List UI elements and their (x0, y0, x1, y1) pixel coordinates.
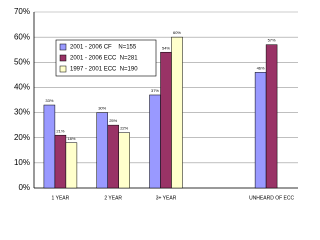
x-tick-label: 2 YEAR (104, 195, 122, 201)
y-tick-label: 20% (14, 133, 30, 142)
legend-label: 2001 - 2006 CF N=155 (70, 45, 137, 51)
value-label: 46% (257, 65, 265, 70)
bar (265, 44, 278, 189)
value-label: 30% (98, 106, 106, 111)
bar (118, 132, 130, 189)
value-label: 33% (45, 98, 53, 103)
bar (107, 124, 119, 189)
y-tick-label: 60% (14, 32, 30, 41)
legend-label: 1997 - 2001 ECC N=190 (70, 67, 138, 73)
y-tick-label: 0% (18, 183, 30, 192)
legend-box (55, 39, 157, 77)
y-tick-label: 10% (14, 158, 30, 167)
bar (160, 51, 172, 189)
x-tick-label: 3+ YEAR (156, 195, 177, 201)
bar (149, 94, 161, 189)
bar (43, 104, 56, 189)
bar (171, 36, 183, 189)
bar (65, 142, 78, 189)
y-tick-label: 50% (14, 57, 30, 66)
legend-swatch (59, 65, 67, 73)
bar (96, 112, 108, 189)
x-tick-label: UNHEARD OF ECC (249, 195, 294, 201)
value-label: 60% (173, 30, 181, 35)
value-label: 54% (162, 45, 170, 50)
bar (254, 72, 267, 189)
value-label: 57% (268, 38, 276, 43)
chart: 0% 10% 20% 30% 40% 50% 60% 70% 1 YEAR 33% 21%18% 2 … (14, 7, 298, 201)
bar (54, 134, 67, 189)
value-label: 25% (109, 118, 117, 123)
value-label: 22% (120, 126, 128, 131)
value-label: 21% (56, 128, 64, 133)
x-tick-label: 1 YEAR (52, 195, 70, 201)
y-tick-label: 70% (14, 7, 30, 16)
y-tick-label: 30% (14, 108, 30, 117)
legend-swatch (59, 54, 67, 62)
legend-swatch (59, 43, 67, 51)
legend-label: 2001 - 2006 ECC N=281 (70, 56, 138, 62)
y-tick-label: 40% (14, 83, 30, 92)
value-label: 18% (67, 136, 75, 141)
value-label: 37% (151, 88, 159, 93)
